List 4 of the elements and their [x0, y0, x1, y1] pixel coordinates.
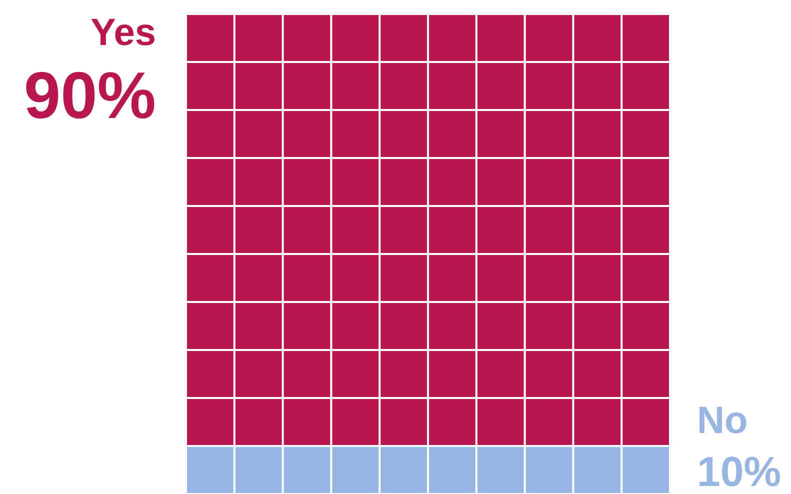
data-label: 90% [24, 58, 156, 132]
category-label: No [697, 400, 748, 442]
category-label: Yes [90, 12, 156, 54]
data-label: 10% [697, 448, 782, 494]
